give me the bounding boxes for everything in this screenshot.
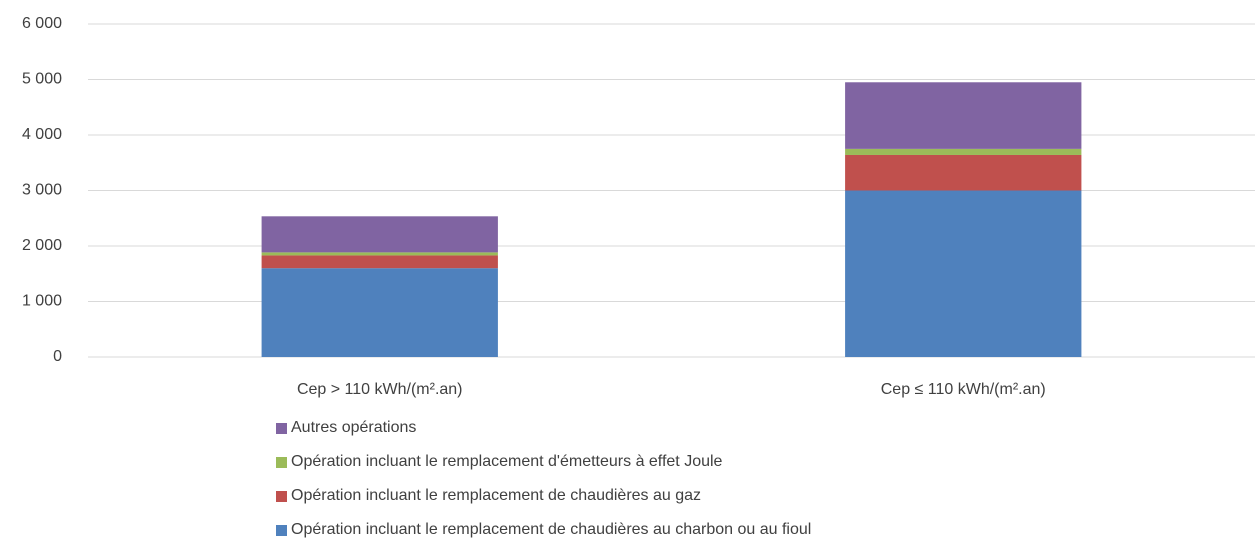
bar-segment	[845, 154, 1082, 191]
bar-segment	[845, 190, 1082, 357]
x-tick-label: Cep ≤ 110 kWh/(m².an)	[881, 381, 1046, 398]
legend-label: Opération incluant le remplacement de ch…	[291, 487, 701, 504]
y-tick-label: 6 000	[22, 15, 62, 32]
legend-label: Autres opérations	[291, 419, 416, 436]
bar-segment	[261, 268, 498, 357]
bar-segment	[261, 255, 498, 269]
bar-segment	[845, 82, 1082, 149]
y-tick-label: 5 000	[22, 71, 62, 88]
y-tick-label: 0	[53, 348, 62, 365]
bar-segment	[261, 216, 498, 253]
legend-label: Opération incluant le remplacement d'éme…	[291, 453, 723, 470]
legend-swatch	[276, 525, 287, 536]
legend-label: Opération incluant le remplacement de ch…	[291, 521, 811, 538]
legend-swatch	[276, 457, 287, 468]
legend-swatch	[276, 423, 287, 434]
y-tick-label: 4 000	[22, 126, 62, 143]
y-tick-label: 1 000	[22, 293, 62, 310]
bar-segment	[261, 252, 498, 256]
legend-swatch	[276, 491, 287, 502]
x-tick-label: Cep > 110 kWh/(m².an)	[297, 381, 463, 398]
y-tick-label: 3 000	[22, 182, 62, 199]
bar-segment	[845, 148, 1082, 155]
y-tick-label: 2 000	[22, 237, 62, 254]
